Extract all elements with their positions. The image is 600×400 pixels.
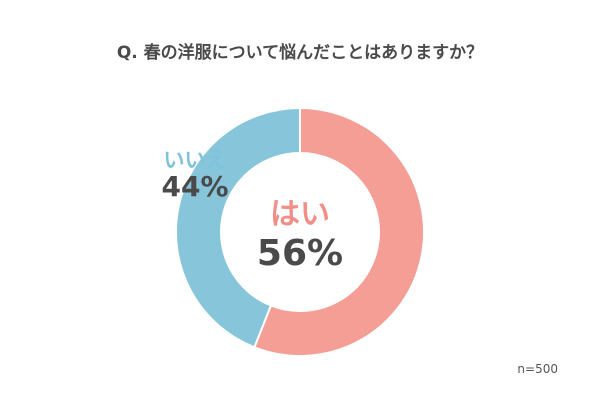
slice-no xyxy=(175,106,301,349)
slice-value-no: 44% xyxy=(161,170,229,203)
slice-label-yes: はい xyxy=(270,197,330,232)
slice-label-no: いいえ xyxy=(163,148,227,172)
slice-yes xyxy=(253,106,425,357)
sample-size-note: n=500 xyxy=(517,362,558,376)
slice-value-yes: 56% xyxy=(256,233,344,274)
chart-title: Q. 春の洋服について悩んだことはありますか？ xyxy=(116,43,484,63)
